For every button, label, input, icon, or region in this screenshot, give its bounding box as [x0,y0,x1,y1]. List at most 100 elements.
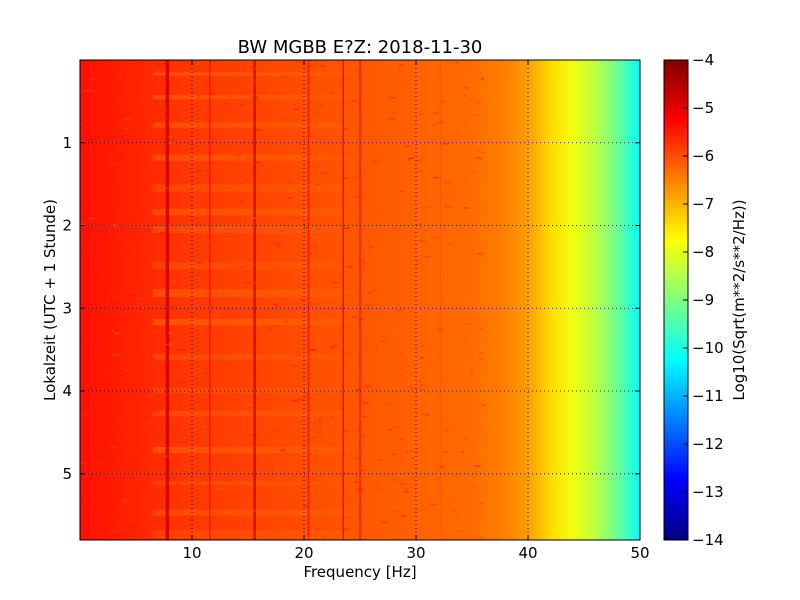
noise-speck [302,222,306,225]
noise-speck [122,501,129,503]
noise-speck [119,317,127,320]
noise-speck [227,512,234,514]
noise-speck [215,408,218,410]
noise-speck [393,426,400,429]
noise-speck [260,322,267,325]
noise-speck [177,126,181,128]
noise-speck [196,378,201,380]
noise-speck [114,339,117,341]
noise-speck [266,495,272,497]
noise-speck [112,464,116,466]
noise-speck [346,492,353,495]
noise-speck [243,361,246,364]
noise-speck [466,367,473,369]
noise-speck [123,232,130,235]
noise-speck [184,166,188,168]
noise-speck [360,471,363,473]
noise-speck [463,123,467,126]
noise-speck [80,461,82,463]
noise-speck [204,113,206,116]
noise-speck [410,386,413,388]
noise-speck [441,295,444,297]
noise-speck [454,132,461,135]
noise-speck [150,218,154,221]
noise-speck [306,135,313,138]
noise-speck [187,214,192,217]
noise-speck [281,449,286,451]
noise-speck [474,465,482,467]
noise-speck [288,197,292,199]
noise-speck [317,418,322,421]
noise-speck [386,402,391,405]
noise-speck [222,405,224,408]
plot-area [80,60,640,540]
noise-speck [204,263,211,265]
noise-speck [169,343,176,345]
noise-speck [328,365,332,367]
noise-speck [465,184,473,186]
noise-speck [352,316,357,318]
noise-speck [146,431,153,434]
colorbar-tick-label: −8 [692,243,714,261]
noise-speck [114,332,120,335]
noise-speck [481,78,484,80]
noise-speck [208,308,211,310]
noise-speck [115,198,121,200]
noise-speck [245,404,253,406]
noise-speck [93,112,96,115]
noise-speck [404,394,410,397]
noise-speck [117,164,122,167]
noise-speck [191,309,196,311]
noise-speck [141,288,148,290]
colorbar: −4 −5 −6 −7 −8 −9 −10 −11 −12 −13 −14 Log10(Sqrt(m… [663,51,748,549]
noise-speck [89,473,92,475]
noise-speck [393,149,399,151]
noise-speck [451,366,454,369]
y-tick-label: 4 [62,382,72,400]
noise-speck [385,234,387,236]
noise-speck [80,411,83,414]
noise-speck [172,447,175,450]
noise-speck [234,155,242,157]
noise-speck [363,402,370,404]
noise-speck [322,536,324,539]
noise-speck [403,491,409,493]
noise-speck [375,375,377,377]
noise-speck [165,68,168,71]
colorbar-tick-label: −14 [692,531,724,549]
noise-speck [325,99,329,101]
noise-speck [442,143,449,145]
noise-speck [465,437,468,440]
noise-speck [307,252,312,255]
noise-speck [421,344,425,347]
noise-speck [311,349,318,351]
noise-speck [161,474,167,476]
noise-speck [376,305,379,308]
noise-speck [478,351,485,354]
noise-speck [80,123,82,125]
noise-speck [168,136,173,138]
noise-speck [115,100,120,103]
noise-speck [480,518,484,520]
noise-speck [319,65,326,67]
noise-speck [334,400,337,403]
noise-speck [202,373,206,375]
noise-speck [372,388,377,390]
noise-speck [301,301,306,303]
noise-speck [112,162,119,165]
noise-speck [417,265,421,268]
noise-speck [297,420,301,423]
noise-speck [298,156,303,159]
noise-speck [476,157,483,159]
noise-speck [112,205,115,208]
noise-speck [111,445,118,448]
y-tick-label: 2 [62,217,72,235]
noise-speck [316,240,322,243]
noise-speck [178,397,182,400]
noise-speck [329,66,332,69]
noise-speck [399,438,404,440]
noise-speck [470,74,473,76]
noise-speck [119,511,123,513]
noise-speck [137,410,140,413]
noise-speck [456,517,458,520]
